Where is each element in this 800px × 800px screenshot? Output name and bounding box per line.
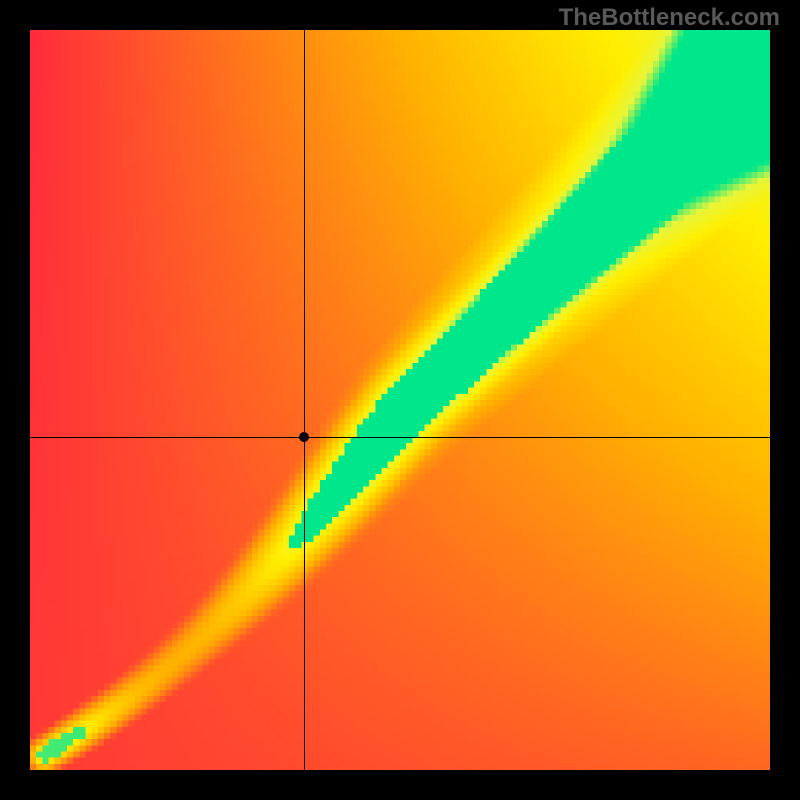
chart-container: TheBottleneck.com [0, 0, 800, 800]
crosshair-horizontal [30, 437, 770, 438]
plot-area [30, 30, 770, 770]
watermark-text: TheBottleneck.com [559, 4, 780, 32]
heatmap-canvas [30, 30, 770, 770]
crosshair-marker [299, 432, 309, 442]
crosshair-vertical [304, 30, 305, 770]
